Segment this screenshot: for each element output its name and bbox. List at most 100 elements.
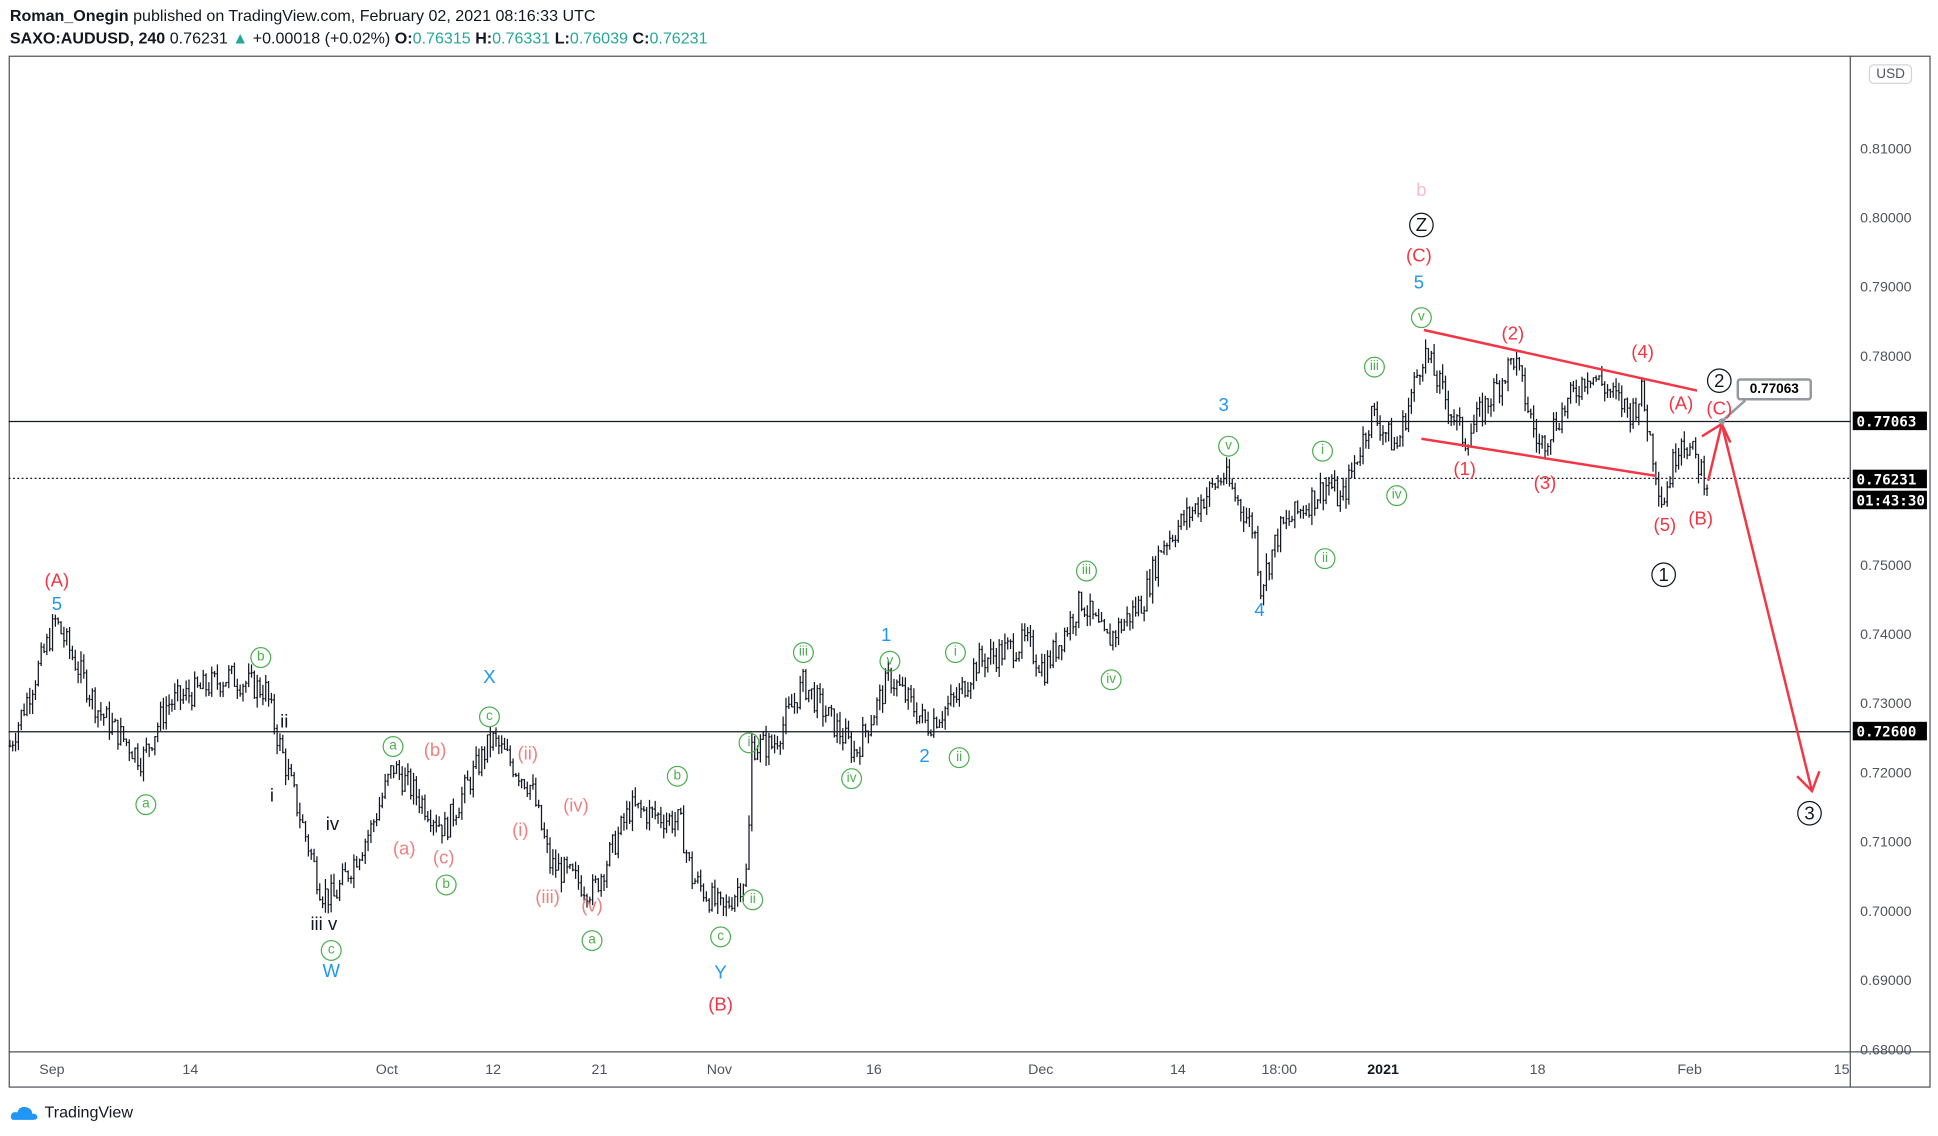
circled-wave-label[interactable]: ii [948, 747, 970, 769]
wave-label[interactable]: (c) [432, 847, 455, 869]
wave-label[interactable]: 5 [51, 593, 63, 615]
ohlc-bar [591, 874, 594, 906]
channel-lower-line[interactable] [1421, 437, 1657, 478]
circled-wave-label[interactable]: iii [792, 642, 814, 664]
ohlc-bar [733, 894, 737, 912]
wave-label[interactable]: (C) [1706, 398, 1733, 420]
ohlc-bar [841, 728, 845, 751]
bar-countdown: 01:43:30 [1852, 490, 1927, 510]
circled-wave-label[interactable]: iii [1075, 560, 1097, 582]
projection-arrow-up[interactable] [1706, 423, 1723, 482]
wave-label[interactable]: X [483, 666, 496, 688]
circled-wave-label[interactable]: Z [1409, 212, 1434, 238]
ohlc-bar [1313, 490, 1316, 516]
ohlc-bar [162, 697, 165, 730]
wave-label[interactable]: 1 [881, 624, 892, 646]
wave-label[interactable]: 3 [1218, 394, 1229, 416]
projection-arrow-down[interactable] [1720, 423, 1814, 792]
circled-wave-label[interactable]: c [710, 926, 732, 948]
circled-wave-label[interactable]: iv [1100, 669, 1122, 691]
author-name[interactable]: Roman_Onegin [9, 6, 129, 25]
wave-label[interactable]: (ii) [517, 743, 539, 765]
wave-label[interactable]: (v) [581, 895, 603, 917]
ohlc-bar [1353, 455, 1356, 479]
wave-label[interactable]: i [269, 785, 274, 807]
ohlc-bar [816, 684, 819, 719]
circled-wave-label[interactable]: 3 [1797, 800, 1822, 826]
circled-wave-label[interactable]: i [1312, 440, 1334, 462]
ohlc-bar [372, 819, 376, 833]
wave-label[interactable]: (iv) [563, 795, 589, 817]
ohlc-bar [813, 681, 816, 713]
circled-wave-label[interactable]: v [879, 650, 901, 672]
chart-frame[interactable] [8, 55, 1931, 1088]
channel-upper-line[interactable] [1423, 328, 1698, 392]
wave-label[interactable]: (5) [1653, 514, 1677, 536]
ohlc-bar [921, 703, 924, 724]
wave-label[interactable]: iv [325, 813, 340, 835]
wave-label[interactable]: W [322, 960, 341, 983]
wave-label[interactable]: (1) [1453, 459, 1476, 481]
ohlc-bar [827, 706, 830, 716]
currency-button[interactable]: USD [1868, 64, 1913, 85]
wave-label[interactable]: (b) [423, 739, 447, 761]
wave-label[interactable]: (B) [1688, 508, 1714, 530]
ohlc-bar [329, 874, 333, 913]
wave-label[interactable]: (i) [512, 820, 529, 842]
circled-wave-label[interactable]: a [135, 794, 157, 816]
circled-wave-label[interactable]: c [478, 706, 500, 728]
ohlc-bar [429, 809, 432, 833]
circled-wave-label[interactable]: b [435, 874, 457, 896]
tradingview-logo[interactable]: TradingView [10, 1103, 133, 1121]
circled-wave-label[interactable]: ii [742, 889, 764, 911]
wave-label[interactable]: ii [280, 711, 289, 733]
ohlc-bar [736, 877, 739, 907]
ohlc-bar [1114, 630, 1117, 648]
circled-wave-label[interactable]: 2 [1706, 368, 1732, 394]
wave-label[interactable]: (B) [708, 994, 733, 1016]
ohlc-bar [113, 718, 117, 723]
wave-label[interactable]: 5 [1413, 272, 1425, 294]
ohlc-bar [722, 897, 725, 917]
circled-wave-label[interactable]: iv [1386, 485, 1408, 507]
price-callout[interactable]: 0.77063 [1736, 378, 1812, 401]
ohlc-bar [852, 740, 856, 763]
wave-label[interactable]: (C) [1406, 245, 1432, 267]
ohlc-bar [565, 856, 569, 874]
ohlc-bar [1231, 478, 1234, 490]
wave-label[interactable]: 2 [919, 745, 930, 767]
circled-wave-label[interactable]: c [320, 939, 342, 961]
circled-wave-label[interactable]: b [666, 765, 688, 787]
circled-wave-label[interactable]: v [1218, 435, 1240, 457]
wave-label[interactable]: (4) [1631, 341, 1654, 363]
wave-label[interactable]: (3) [1533, 472, 1557, 494]
wave-label[interactable]: b [1416, 179, 1427, 201]
wave-label[interactable]: (2) [1501, 323, 1525, 345]
ohlc-bar [1282, 516, 1285, 525]
circled-wave-label[interactable]: v [1410, 307, 1432, 329]
ohlc-bar [1174, 535, 1177, 548]
circled-wave-label[interactable]: a [581, 930, 603, 952]
circled-wave-label[interactable]: i [944, 642, 966, 664]
ohlc-bar [290, 763, 293, 777]
ohlc-bar [1336, 476, 1339, 507]
wave-label[interactable]: 4 [1254, 600, 1265, 622]
wave-label[interactable]: (A) [1668, 393, 1694, 415]
ohlc-bar [338, 879, 341, 902]
publish-text: published on TradingView.com, February 0… [133, 6, 596, 25]
circled-wave-label[interactable]: a [382, 736, 404, 758]
wave-label[interactable]: (iii) [535, 886, 560, 908]
circled-wave-label[interactable]: iv [841, 768, 863, 790]
wave-label[interactable]: (A) [44, 570, 70, 592]
wave-label[interactable]: iii v [310, 914, 338, 936]
circled-wave-label[interactable]: i [738, 732, 760, 754]
wave-label[interactable]: Y [714, 962, 727, 984]
circled-wave-label[interactable]: 1 [1651, 562, 1677, 588]
circled-wave-label[interactable]: iii [1363, 356, 1385, 378]
circled-wave-label[interactable]: b [250, 647, 272, 669]
ohlc-bar [688, 851, 691, 862]
circled-wave-label[interactable]: ii [1314, 548, 1336, 570]
wave-label[interactable]: (a) [392, 838, 416, 860]
symbol[interactable]: SAXO:AUDUSD, 240 [9, 28, 166, 47]
